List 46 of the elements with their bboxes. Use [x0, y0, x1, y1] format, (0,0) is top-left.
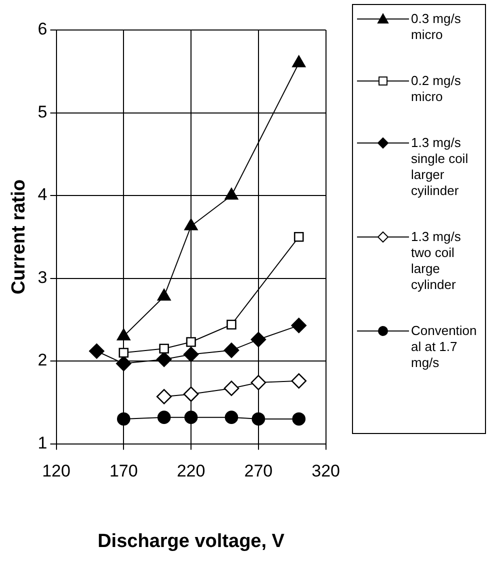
legend-label: 1.3 mg/s single coil larger cyilinder: [411, 135, 470, 199]
point: [224, 410, 238, 424]
x-tick-label: 320: [312, 462, 340, 481]
y-tick-label: 5: [38, 102, 48, 122]
x-tick-label: 220: [176, 462, 206, 481]
point: [118, 348, 129, 358]
x-tick-label: 170: [109, 462, 138, 481]
point: [250, 374, 266, 390]
y-tick-label: 4: [38, 185, 48, 204]
point: [291, 318, 307, 334]
point: [291, 373, 307, 389]
point: [183, 346, 199, 362]
point: [157, 410, 171, 424]
point: [292, 55, 306, 68]
point: [116, 328, 130, 340]
point: [294, 232, 304, 242]
legend-label: 0.3 mg/s micro: [411, 11, 462, 43]
legend-label: 0.2 mg/s micro: [411, 73, 462, 105]
x-tick-label: 270: [244, 462, 273, 481]
point: [224, 342, 240, 358]
y-tick-label: 2: [38, 350, 48, 370]
point: [159, 344, 169, 354]
point: [292, 412, 306, 426]
point: [184, 410, 198, 424]
y-axis-title: Current ratio: [8, 179, 30, 294]
point: [226, 320, 236, 330]
point: [186, 337, 196, 347]
legend-label: 1.3 mg/s two coil large cylinder: [411, 229, 462, 293]
x-tick-label: 120: [42, 462, 70, 481]
point: [183, 386, 199, 402]
point: [184, 218, 198, 230]
x-axis-title: Discharge voltage, V: [98, 530, 285, 552]
point: [116, 356, 132, 372]
point: [116, 412, 130, 426]
y-tick-label: 6: [38, 20, 48, 39]
point: [89, 343, 104, 359]
point: [224, 380, 240, 396]
point: [250, 332, 266, 348]
legend-label: Conventional at 1.7 mg/s: [411, 323, 478, 371]
point: [252, 412, 266, 426]
point: [156, 388, 172, 404]
y-tick-label: 1: [38, 433, 48, 452]
point: [156, 352, 172, 368]
y-tick-label: 3: [38, 268, 48, 287]
point: [224, 188, 238, 200]
point: [157, 288, 171, 301]
